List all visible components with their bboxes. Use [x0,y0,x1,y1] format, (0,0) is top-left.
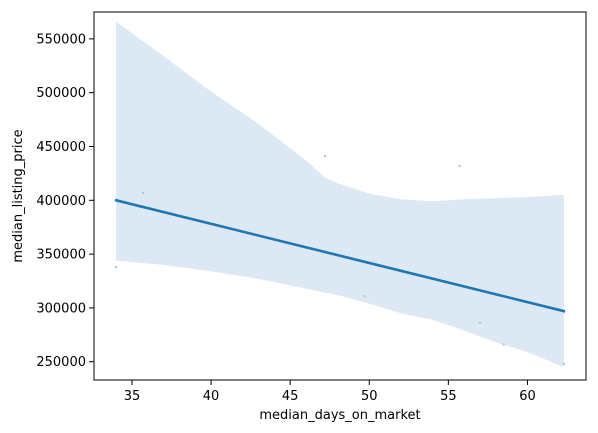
x-tick-label: 50 [361,389,378,404]
y-tick-label: 500000 [36,86,86,101]
y-tick-label: 400000 [36,194,86,209]
x-tick-label: 35 [124,389,141,404]
scatter-point-3 [323,154,327,158]
y-tick-label: 450000 [36,140,86,155]
scatter-point-2 [141,191,145,194]
scatter-point-1 [114,265,118,269]
scatter-point-8 [562,362,566,366]
scatter-point-4 [363,294,366,298]
x-axis: 35 40 45 50 55 60 [124,380,536,404]
scatter-point-6 [478,321,482,325]
x-tick-label: 45 [282,389,299,404]
plot-frame [93,11,587,381]
y-tick-label: 250000 [36,355,86,370]
y-tick-label: 550000 [36,32,86,47]
y-tick-label: 350000 [36,248,86,263]
x-tick-label: 60 [519,389,536,404]
x-tick-label: 55 [440,389,457,404]
plot-area [114,21,566,368]
y-axis: 250000 300000 350000 400000 450000 500000 5500… [36,32,94,370]
regression-line [114,198,566,313]
scatter-point-5 [458,164,461,168]
x-tick-label: 40 [203,389,220,404]
y-axis-label: median_listing_price [11,129,26,262]
scatter-point-7 [502,343,505,346]
y-tick-label: 300000 [36,301,86,316]
confidence-band [116,21,564,368]
x-axis-label: median_days_on_market [259,408,420,423]
